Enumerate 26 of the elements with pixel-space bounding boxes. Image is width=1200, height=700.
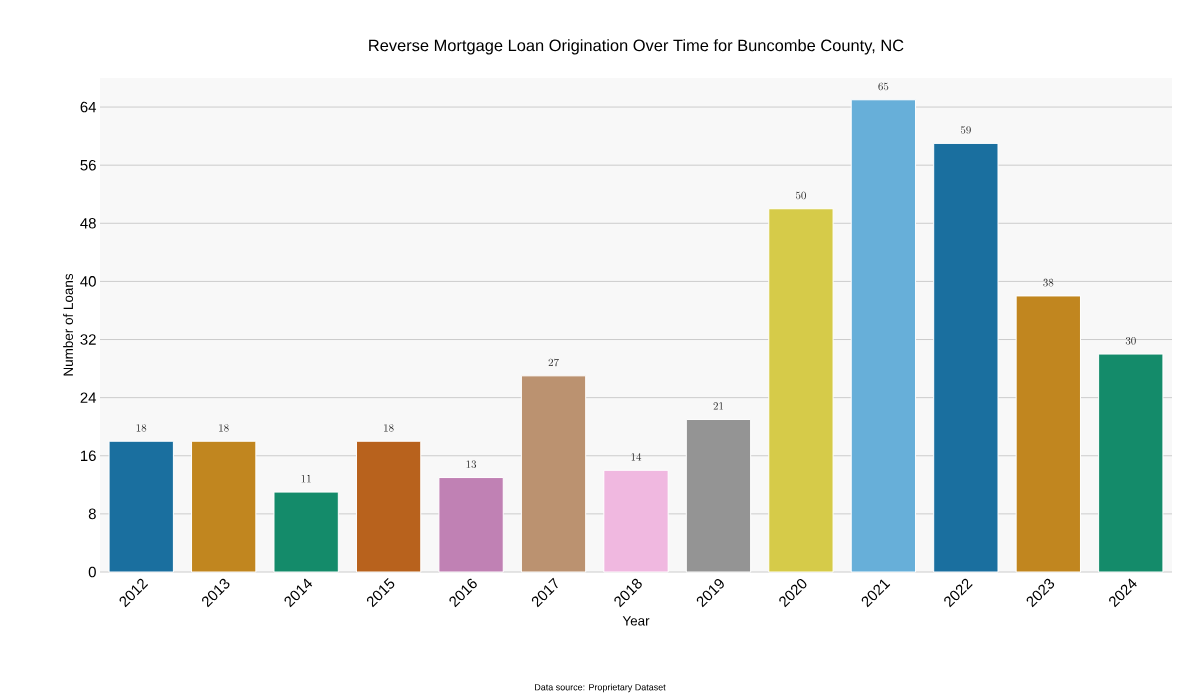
data-label: 59 [960,126,971,134]
y-tick-label: 48 [80,218,96,229]
y-tick-label: 0 [88,566,96,578]
data-label: 65 [878,82,889,91]
data-label: 13 [466,460,477,468]
data-label: 18 [384,424,394,432]
y-tick-label: 8 [88,508,96,520]
data-label: 50 [796,191,806,200]
data-label: 30 [1125,336,1136,345]
y-tick-label: 24 [80,392,97,403]
data-label: 14 [631,453,642,461]
data-label: 18 [136,424,147,432]
data-label: 21 [713,402,724,410]
data-label: 11 [301,475,311,483]
y-tick-label: 64 [80,101,97,113]
y-tick-label: 16 [81,450,96,462]
data-label: 38 [1043,278,1054,287]
source-note: Data source: Proprietary Dataset [535,683,666,693]
chart-title: Reverse Mortgage Loan Origination Over Time for Buncombe County, NC [369,39,904,55]
data-label: 27 [548,358,559,367]
x-axis-title: Year [622,616,650,626]
y-tick-label: 32 [80,334,96,345]
y-tick-label: 40 [80,276,96,287]
y-axis-title: Number of Loans [63,273,74,376]
y-tick-label: 56 [80,159,96,171]
data-label: 18 [219,424,229,432]
